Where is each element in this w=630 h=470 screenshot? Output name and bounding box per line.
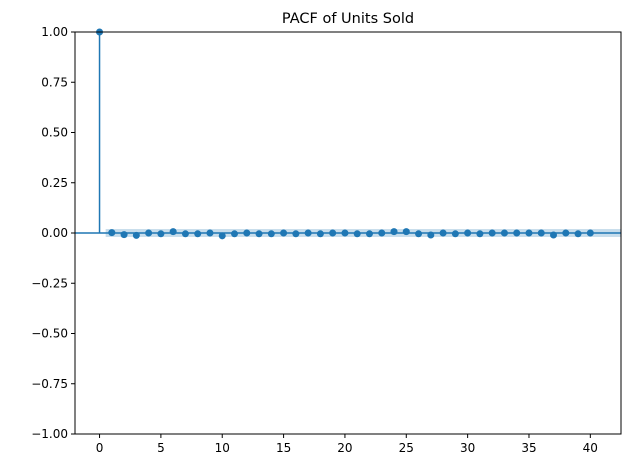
data-point	[390, 228, 398, 236]
data-point	[304, 229, 312, 237]
data-point	[500, 229, 508, 237]
data-point	[206, 229, 214, 237]
x-tick-label: 30	[460, 441, 475, 455]
data-point	[513, 229, 521, 237]
data-point	[243, 229, 251, 237]
data-point	[537, 229, 545, 237]
data-point	[365, 230, 373, 238]
x-tick-label: 10	[215, 441, 230, 455]
data-point	[488, 229, 496, 237]
x-tick-label: 40	[583, 441, 598, 455]
data-point	[108, 229, 116, 237]
y-tick-label: −0.75	[31, 377, 68, 391]
data-point	[415, 230, 423, 238]
data-point	[267, 230, 275, 238]
data-point	[157, 230, 165, 238]
data-point	[476, 230, 484, 238]
data-point	[550, 231, 558, 239]
stems	[98, 32, 579, 236]
data-point	[218, 232, 226, 240]
y-tick-label: 0.75	[41, 75, 68, 89]
y-tick-label: −0.50	[31, 327, 68, 341]
y-tick-label: 0.50	[41, 126, 68, 140]
axes: 0 5 10 15 20 25 30 35 40 −1.00 −0.75 −0.50 −0.25 0.00…	[31, 25, 622, 455]
markers	[96, 28, 594, 240]
data-point	[292, 230, 300, 238]
data-point	[181, 230, 189, 238]
y-tick-label: 1.00	[41, 25, 68, 39]
x-tick-label: 35	[521, 441, 536, 455]
data-point	[451, 230, 459, 238]
data-point	[586, 229, 594, 237]
data-point	[341, 229, 349, 237]
data-point	[255, 230, 263, 238]
data-point	[562, 229, 570, 237]
y-tick-label: −1.00	[31, 427, 68, 441]
data-point	[378, 229, 386, 237]
data-point	[353, 230, 361, 238]
data-point	[316, 230, 324, 238]
data-point	[574, 230, 582, 238]
data-point	[169, 228, 177, 236]
y-tick-label: 0.25	[41, 176, 68, 190]
y-tick-label: 0.00	[41, 226, 68, 240]
data-point	[132, 231, 140, 239]
data-point	[329, 229, 337, 237]
data-point	[427, 231, 435, 239]
data-point	[120, 231, 128, 239]
chart-title: PACF of Units Sold	[282, 11, 414, 27]
y-tick-label: −0.25	[31, 276, 68, 290]
data-point	[402, 228, 410, 236]
data-point	[145, 229, 153, 237]
data-point	[231, 230, 239, 238]
data-point	[439, 229, 447, 237]
x-tick-label: 25	[399, 441, 414, 455]
x-tick-label: 15	[276, 441, 291, 455]
data-point	[194, 230, 202, 238]
data-point	[280, 229, 288, 237]
x-tick-label: 5	[157, 441, 165, 455]
data-point	[464, 229, 472, 237]
x-tick-label: 0	[96, 441, 104, 455]
x-tick-label: 20	[337, 441, 352, 455]
data-point	[525, 229, 533, 237]
